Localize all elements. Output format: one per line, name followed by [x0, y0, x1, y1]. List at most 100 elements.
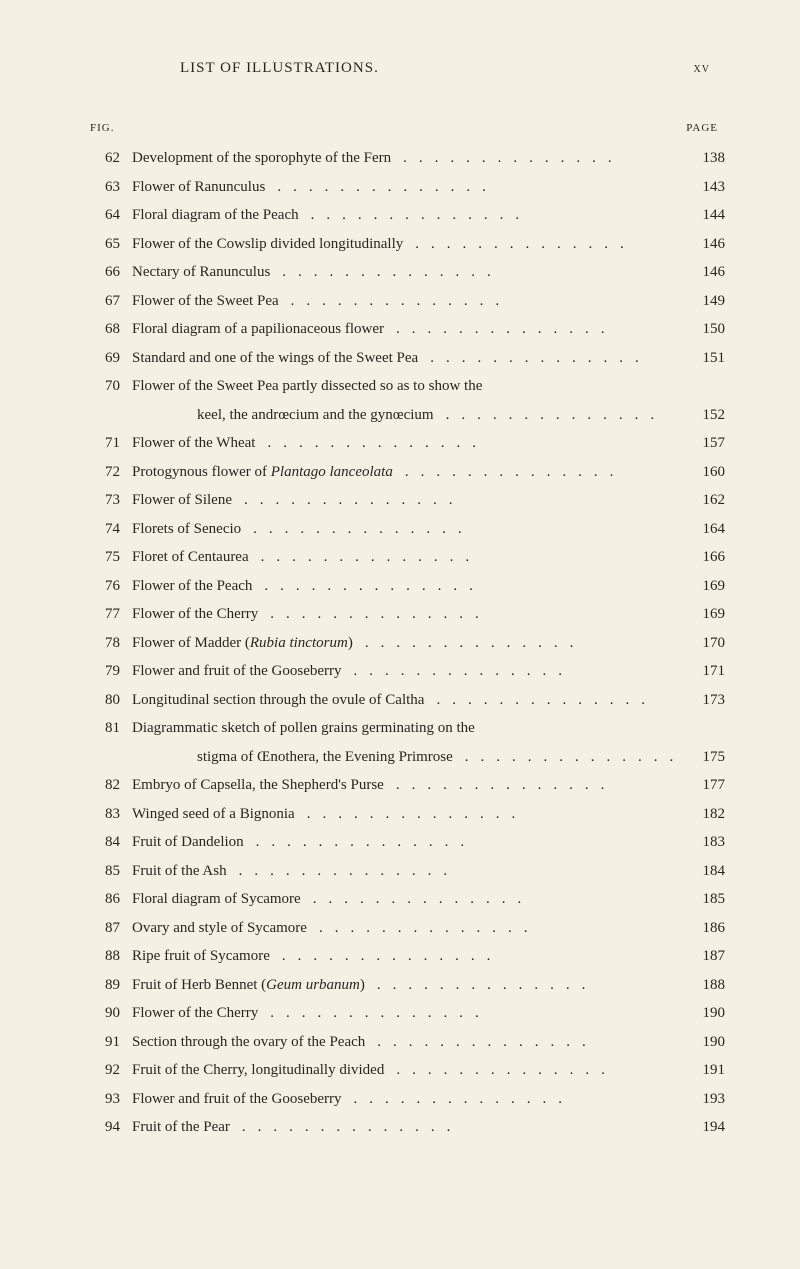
list-entry-continuation: stigma of Œnothera, the Evening Primrose…	[90, 743, 725, 772]
dot-leader: ..............	[270, 258, 675, 287]
entry-page-number: 171	[683, 657, 725, 686]
column-headers: FIG. PAGE	[90, 122, 725, 134]
entry-page-number: 177	[683, 771, 725, 800]
list-entry: 89Fruit of Herb Bennet (Geum urbanum)...…	[90, 971, 725, 1000]
page-column-header: PAGE	[686, 122, 718, 134]
dot-leader: ..............	[434, 401, 675, 430]
list-entry: 70 Flower of the Sweet Pea partly dissect…	[90, 372, 725, 401]
dot-leader: ..............	[241, 515, 675, 544]
list-entry: 78Flower of Madder (Rubia tinctorum)....…	[90, 629, 725, 658]
dot-leader: ..............	[227, 857, 675, 886]
entry-page-number: 190	[683, 999, 725, 1028]
entry-text: Development of the sporophyte of the Fer…	[132, 144, 391, 173]
entry-text: Fruit of Herb Bennet (Geum urbanum)	[132, 971, 365, 1000]
dot-leader: ..............	[391, 144, 675, 173]
entry-page-number: 185	[683, 885, 725, 914]
entry-text: Flower of the Cherry	[132, 999, 258, 1028]
entry-fig-number: 85	[90, 857, 120, 886]
header-page-number: XV	[694, 61, 710, 77]
dot-leader: ..............	[258, 999, 675, 1028]
header-title: LIST OF ILLUSTRATIONS.	[180, 60, 379, 77]
dot-leader: ..............	[384, 315, 675, 344]
entry-text: Fruit of Dandelion	[132, 828, 244, 857]
dot-leader: ..............	[307, 914, 675, 943]
entry-text: Nectary of Ranunculus	[132, 258, 270, 287]
entry-fig-number: 63	[90, 173, 120, 202]
dot-leader: ..............	[232, 486, 675, 515]
entry-fig-number: 88	[90, 942, 120, 971]
entry-fig-number: 84	[90, 828, 120, 857]
entry-page-number: 187	[683, 942, 725, 971]
entry-page-number: 160	[683, 458, 725, 487]
list-entry: 87 Ovary and style of Sycamore...........…	[90, 914, 725, 943]
dot-leader: ..............	[393, 458, 675, 487]
entry-italic-text: Rubia tinctorum	[250, 635, 348, 651]
list-entry: 66Nectary of Ranunculus..............146	[90, 258, 725, 287]
list-entry: 73Flower of Silene..............162	[90, 486, 725, 515]
entry-text: Flower of the Cherry	[132, 600, 258, 629]
dot-leader: ..............	[279, 287, 675, 316]
entry-fig-number: 65	[90, 230, 120, 259]
entry-text: Flower of the Cowslip divided longitudin…	[132, 230, 403, 259]
entry-text: Fruit of the Pear	[132, 1113, 230, 1142]
dot-leader: ..............	[244, 828, 675, 857]
entry-text: Floral diagram of a papilionaceous flowe…	[132, 315, 384, 344]
entry-fig-number: 82	[90, 771, 120, 800]
list-entry: 67Flower of the Sweet Pea..............1…	[90, 287, 725, 316]
entry-page-number: 151	[683, 344, 725, 373]
entry-page-number: 191	[683, 1056, 725, 1085]
entry-text: Flower of Madder (Rubia tinctorum)	[132, 629, 353, 658]
entry-text: Flower of Silene	[132, 486, 232, 515]
entry-text: Ovary and style of Sycamore	[132, 914, 307, 943]
entry-page-number: 194	[683, 1113, 725, 1142]
entry-fig-number: 70	[90, 372, 120, 401]
entry-text: Florets of Senecio	[132, 515, 241, 544]
entry-text: Flower and fruit of the Gooseberry	[132, 657, 342, 686]
entry-page-number: 143	[683, 173, 725, 202]
illustrations-list: 62Development of the sporophyte of the F…	[90, 144, 725, 1142]
entry-text: Fruit of the Cherry, longitudinally divi…	[132, 1056, 384, 1085]
entry-text: Flower of the Wheat	[132, 429, 255, 458]
list-entry: 81Diagrammatic sketch of pollen grains g…	[90, 714, 725, 743]
entry-page-number: 149	[683, 287, 725, 316]
entry-fig-number: 77	[90, 600, 120, 629]
entry-fig-number: 74	[90, 515, 120, 544]
entry-text: Embryo of Capsella, the Shepherd's Purse	[132, 771, 384, 800]
entry-page-number: 144	[683, 201, 725, 230]
fig-column-header: FIG.	[90, 122, 114, 134]
entry-page-number: 166	[683, 543, 725, 572]
list-entry: 64Floral diagram of the Peach...........…	[90, 201, 725, 230]
entry-text: Protogynous flower of Plantago lanceolat…	[132, 458, 393, 487]
list-entry: 85Fruit of the Ash..............184	[90, 857, 725, 886]
entry-page-number: 186	[683, 914, 725, 943]
entry-page-number: 190	[683, 1028, 725, 1057]
list-entry: 63Flower of Ranunculus..............143	[90, 173, 725, 202]
list-entry: 74Florets of Senecio..............164	[90, 515, 725, 544]
entry-fig-number: 76	[90, 572, 120, 601]
entry-fig-number: 89	[90, 971, 120, 1000]
entry-page-number: 146	[683, 230, 725, 259]
list-entry: 94Fruit of the Pear..............194	[90, 1113, 725, 1142]
entry-page-number: 169	[683, 600, 725, 629]
dot-leader: ..............	[453, 743, 675, 772]
entry-text: Standard and one of the wings of the Swe…	[132, 344, 418, 373]
entry-text: Floret of Centaurea	[132, 543, 249, 572]
entry-text: Flower of Ranunculus	[132, 173, 265, 202]
entry-text: Flower of the Sweet Pea	[132, 287, 279, 316]
entry-text: Flower of the Sweet Pea partly dissected…	[132, 372, 482, 401]
entry-page-number: 152	[683, 401, 725, 430]
list-entry: 69Standard and one of the wings of the S…	[90, 344, 725, 373]
entry-fig-number: 80	[90, 686, 120, 715]
entry-fig-number: 73	[90, 486, 120, 515]
entry-continuation-text: keel, the andrœcium and the gynœcium	[197, 401, 434, 430]
dot-leader: ..............	[418, 344, 675, 373]
entry-page-number: 188	[683, 971, 725, 1000]
entry-page-number: 169	[683, 572, 725, 601]
entry-page-number: 157	[683, 429, 725, 458]
dot-leader: ..............	[365, 1028, 675, 1057]
entry-fig-number: 87	[90, 914, 120, 943]
entry-fig-number: 78	[90, 629, 120, 658]
entry-page-number: 138	[683, 144, 725, 173]
list-entry: 65 Flower of the Cowslip divided longitud…	[90, 230, 725, 259]
entry-text: Longitudinal section through the ovule o…	[132, 686, 424, 715]
